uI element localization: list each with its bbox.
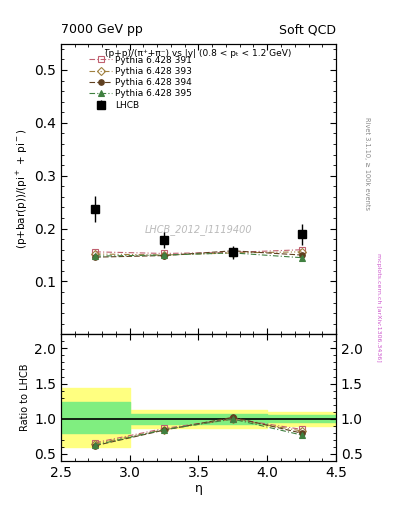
X-axis label: η: η xyxy=(195,482,202,496)
Pythia 6.428 391 xyxy=(93,249,98,255)
Pythia 6.428 395 xyxy=(230,250,235,256)
Pythia 6.428 394 xyxy=(230,248,235,254)
Pythia 6.428 393 xyxy=(299,249,304,255)
Line: Pythia 6.428 395: Pythia 6.428 395 xyxy=(92,250,305,261)
Pythia 6.428 394 xyxy=(162,252,167,259)
Pythia 6.428 391 xyxy=(299,247,304,253)
Pythia 6.428 394 xyxy=(299,252,304,258)
Pythia 6.428 393 xyxy=(162,252,167,258)
Y-axis label: (p+bar(p))/(pi$^+$ + pi$^-$): (p+bar(p))/(pi$^+$ + pi$^-$) xyxy=(15,129,30,249)
Pythia 6.428 391 xyxy=(162,250,167,257)
Pythia 6.428 395 xyxy=(299,254,304,261)
Text: mcplots.cern.ch [arXiv:1306.3436]: mcplots.cern.ch [arXiv:1306.3436] xyxy=(376,253,380,361)
Pythia 6.428 393 xyxy=(230,250,235,256)
Text: Rivet 3.1.10, ≥ 100k events: Rivet 3.1.10, ≥ 100k events xyxy=(364,117,371,210)
Line: Pythia 6.428 393: Pythia 6.428 393 xyxy=(92,249,305,258)
Pythia 6.428 393 xyxy=(93,251,98,257)
Pythia 6.428 395 xyxy=(162,252,167,258)
Line: Pythia 6.428 391: Pythia 6.428 391 xyxy=(92,247,305,256)
Text: (̅p+p)/(π⁺+π⁻) vs |y| (0.8 < pₜ < 1.2 GeV): (̅p+p)/(π⁺+π⁻) vs |y| (0.8 < pₜ < 1.2 Ge… xyxy=(105,49,292,58)
Pythia 6.428 391 xyxy=(230,249,235,255)
Y-axis label: Ratio to LHCB: Ratio to LHCB xyxy=(20,364,30,431)
Line: Pythia 6.428 394: Pythia 6.428 394 xyxy=(92,248,305,260)
Legend: Pythia 6.428 391, Pythia 6.428 393, Pythia 6.428 394, Pythia 6.428 395, LHCB: Pythia 6.428 391, Pythia 6.428 393, Pyth… xyxy=(87,54,194,112)
Text: Soft QCD: Soft QCD xyxy=(279,23,336,36)
Text: 7000 GeV pp: 7000 GeV pp xyxy=(61,23,143,36)
Text: LHCB_2012_I1119400: LHCB_2012_I1119400 xyxy=(145,224,252,235)
Pythia 6.428 395 xyxy=(93,253,98,259)
Pythia 6.428 394 xyxy=(93,254,98,260)
